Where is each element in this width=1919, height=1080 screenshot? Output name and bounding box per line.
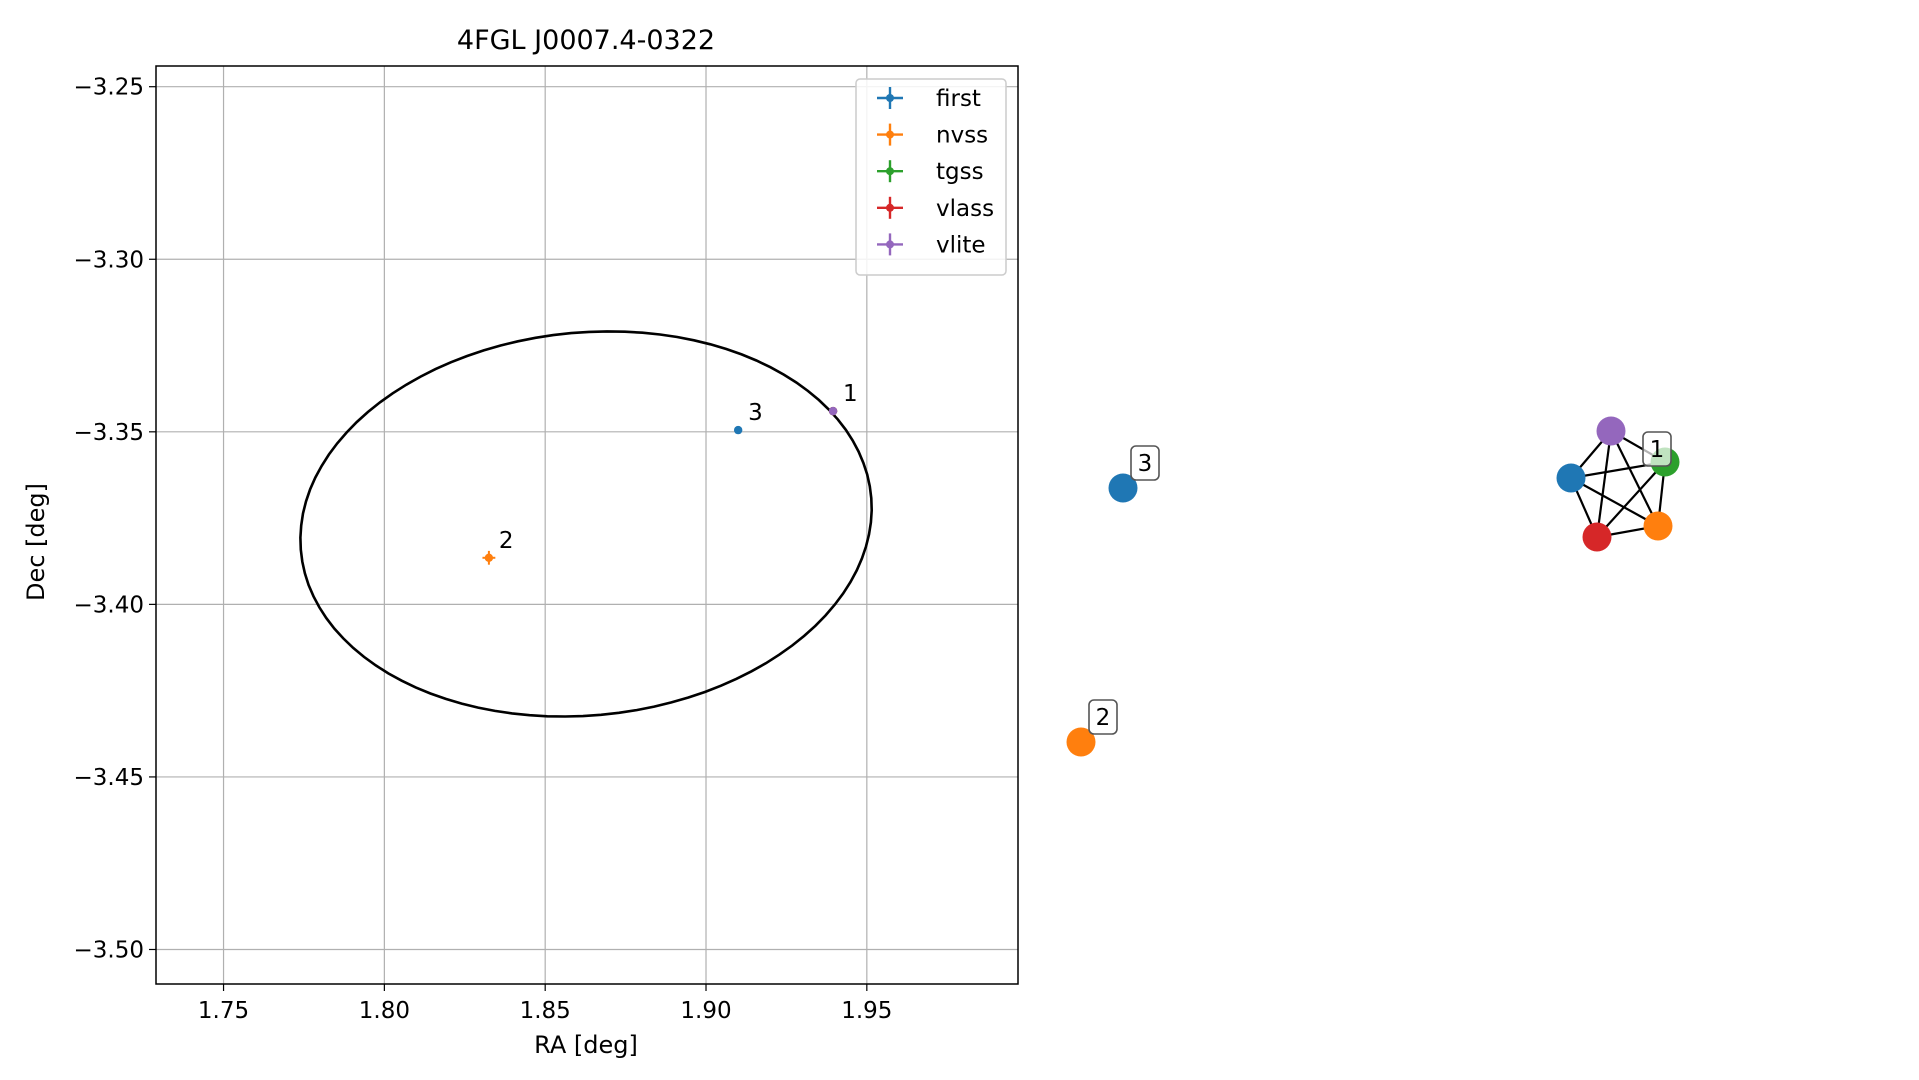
network-label-text: 3 bbox=[1138, 451, 1153, 477]
legend-marker bbox=[886, 130, 894, 139]
legend-label: vlite bbox=[936, 232, 986, 258]
network-label-box bbox=[1130, 445, 1160, 481]
legend-entry-vlite: vlite bbox=[877, 232, 986, 258]
legend-label: vlass bbox=[936, 196, 994, 222]
legend-entry-vlass: vlass bbox=[877, 196, 994, 222]
legend-label: nvss bbox=[936, 123, 988, 149]
x-ticks: 1.75 1.80 1.85 1.90 1.95 bbox=[198, 984, 892, 1024]
point-annotation: 1 bbox=[843, 381, 858, 407]
network-edge bbox=[1570, 477, 1659, 527]
point-annotation: 2 bbox=[499, 528, 514, 554]
y-axis-label: Dec [deg] bbox=[22, 483, 50, 601]
error-ellipse bbox=[299, 330, 874, 718]
network-labels: 3 2 1 bbox=[1088, 431, 1672, 735]
axes-frame bbox=[155, 65, 1019, 985]
point-marker bbox=[733, 425, 743, 435]
network-label: 3 bbox=[1130, 445, 1160, 481]
point-vlite bbox=[828, 406, 838, 416]
legend-label: tgss bbox=[936, 159, 984, 185]
y-ticks: −3.25 −3.30 −3.35 −3.40 −3.45 −3.50 bbox=[74, 75, 156, 963]
network-edge bbox=[1596, 461, 1666, 538]
network-node bbox=[1643, 511, 1673, 541]
y-tick-label: −3.50 bbox=[74, 937, 144, 963]
grid bbox=[156, 66, 1018, 984]
network-panel: 3 2 1 bbox=[1066, 416, 1680, 757]
point-marker bbox=[484, 553, 494, 562]
x-tick-label: 1.80 bbox=[359, 998, 410, 1024]
x-tick-label: 1.95 bbox=[841, 998, 892, 1024]
ellipse-layer bbox=[299, 330, 874, 718]
network-node bbox=[1582, 522, 1612, 552]
legend-entry-tgss: tgss bbox=[877, 159, 984, 185]
network-node bbox=[1066, 727, 1096, 757]
point-nvss bbox=[482, 550, 496, 565]
point-marker bbox=[828, 406, 838, 416]
y-tick-label: −3.40 bbox=[74, 592, 144, 618]
x-tick-label: 1.85 bbox=[520, 998, 571, 1024]
network-label: 1 bbox=[1642, 431, 1672, 467]
scatter-panel: 1 2 3 1.75 1.80 1.85 1.90 1.95 −3.25 −3.30 −3.35… bbox=[22, 25, 1019, 1059]
legend-marker bbox=[886, 240, 894, 249]
network-label-text: 2 bbox=[1096, 705, 1111, 731]
network-label-box bbox=[1642, 431, 1672, 467]
y-tick-label: −3.25 bbox=[74, 75, 144, 101]
legend-entry-nvss: nvss bbox=[877, 123, 988, 149]
network-node bbox=[1596, 416, 1626, 446]
y-tick-label: −3.45 bbox=[74, 765, 144, 791]
legend-entry-first: first bbox=[877, 86, 981, 112]
point-annotations: 1 2 3 bbox=[499, 381, 858, 554]
network-edge bbox=[1595, 430, 1613, 538]
network-label: 2 bbox=[1088, 699, 1118, 735]
x-tick-label: 1.75 bbox=[198, 998, 249, 1024]
y-tick-label: −3.30 bbox=[74, 247, 144, 273]
legend-label: first bbox=[936, 86, 981, 112]
network-edge bbox=[1610, 430, 1659, 527]
point-first bbox=[733, 425, 743, 435]
network-node bbox=[1556, 463, 1586, 493]
point-annotation: 3 bbox=[748, 400, 763, 426]
legend-frame bbox=[855, 78, 1007, 276]
network-node bbox=[1108, 473, 1138, 503]
data-points bbox=[482, 406, 838, 565]
network-label-text: 1 bbox=[1650, 437, 1665, 463]
y-tick-label: −3.35 bbox=[74, 420, 144, 446]
legend-marker bbox=[886, 167, 894, 176]
legend-marker bbox=[886, 94, 894, 102]
legend: first nvss tgss vlass vlite bbox=[855, 78, 1007, 276]
x-tick-label: 1.90 bbox=[680, 998, 731, 1024]
network-label-box bbox=[1088, 699, 1118, 735]
x-axis-label: RA [deg] bbox=[534, 1031, 638, 1059]
chart-title: 4FGL J0007.4-0322 bbox=[457, 25, 715, 56]
legend-marker bbox=[886, 203, 894, 212]
